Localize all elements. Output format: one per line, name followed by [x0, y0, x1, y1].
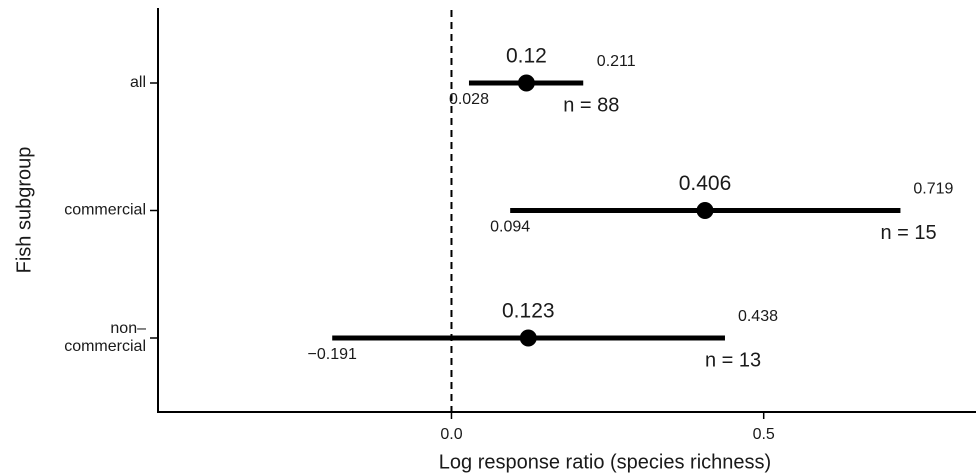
- upper-label: 0.719: [913, 181, 953, 198]
- upper-label: 0.211: [597, 53, 636, 70]
- lower-label: −0.191: [308, 346, 357, 363]
- estimate-label: 0.12: [506, 45, 547, 68]
- estimate-point: [519, 329, 537, 347]
- n-label: n = 15: [880, 222, 936, 244]
- x-axis-title: Log response ratio (species richness): [439, 451, 771, 473]
- estimate-label: 0.123: [502, 300, 555, 323]
- y-tick-label: all: [130, 74, 146, 91]
- upper-label: 0.438: [738, 308, 778, 325]
- n-label: n = 88: [563, 94, 619, 116]
- lower-label: 0.094: [490, 219, 530, 236]
- x-tick-label: 0.5: [753, 426, 775, 443]
- n-label: n = 13: [705, 349, 761, 371]
- estimate-label: 0.406: [679, 172, 732, 195]
- lower-label: 0.028: [449, 91, 489, 108]
- estimate-point: [696, 202, 714, 219]
- x-tick-label: 0.0: [440, 426, 462, 443]
- y-tick-label: non– commercial: [64, 320, 146, 355]
- y-tick-label: commercial: [64, 202, 146, 219]
- estimate-point: [517, 74, 535, 92]
- y-axis-title: Fish subgroup: [13, 147, 35, 274]
